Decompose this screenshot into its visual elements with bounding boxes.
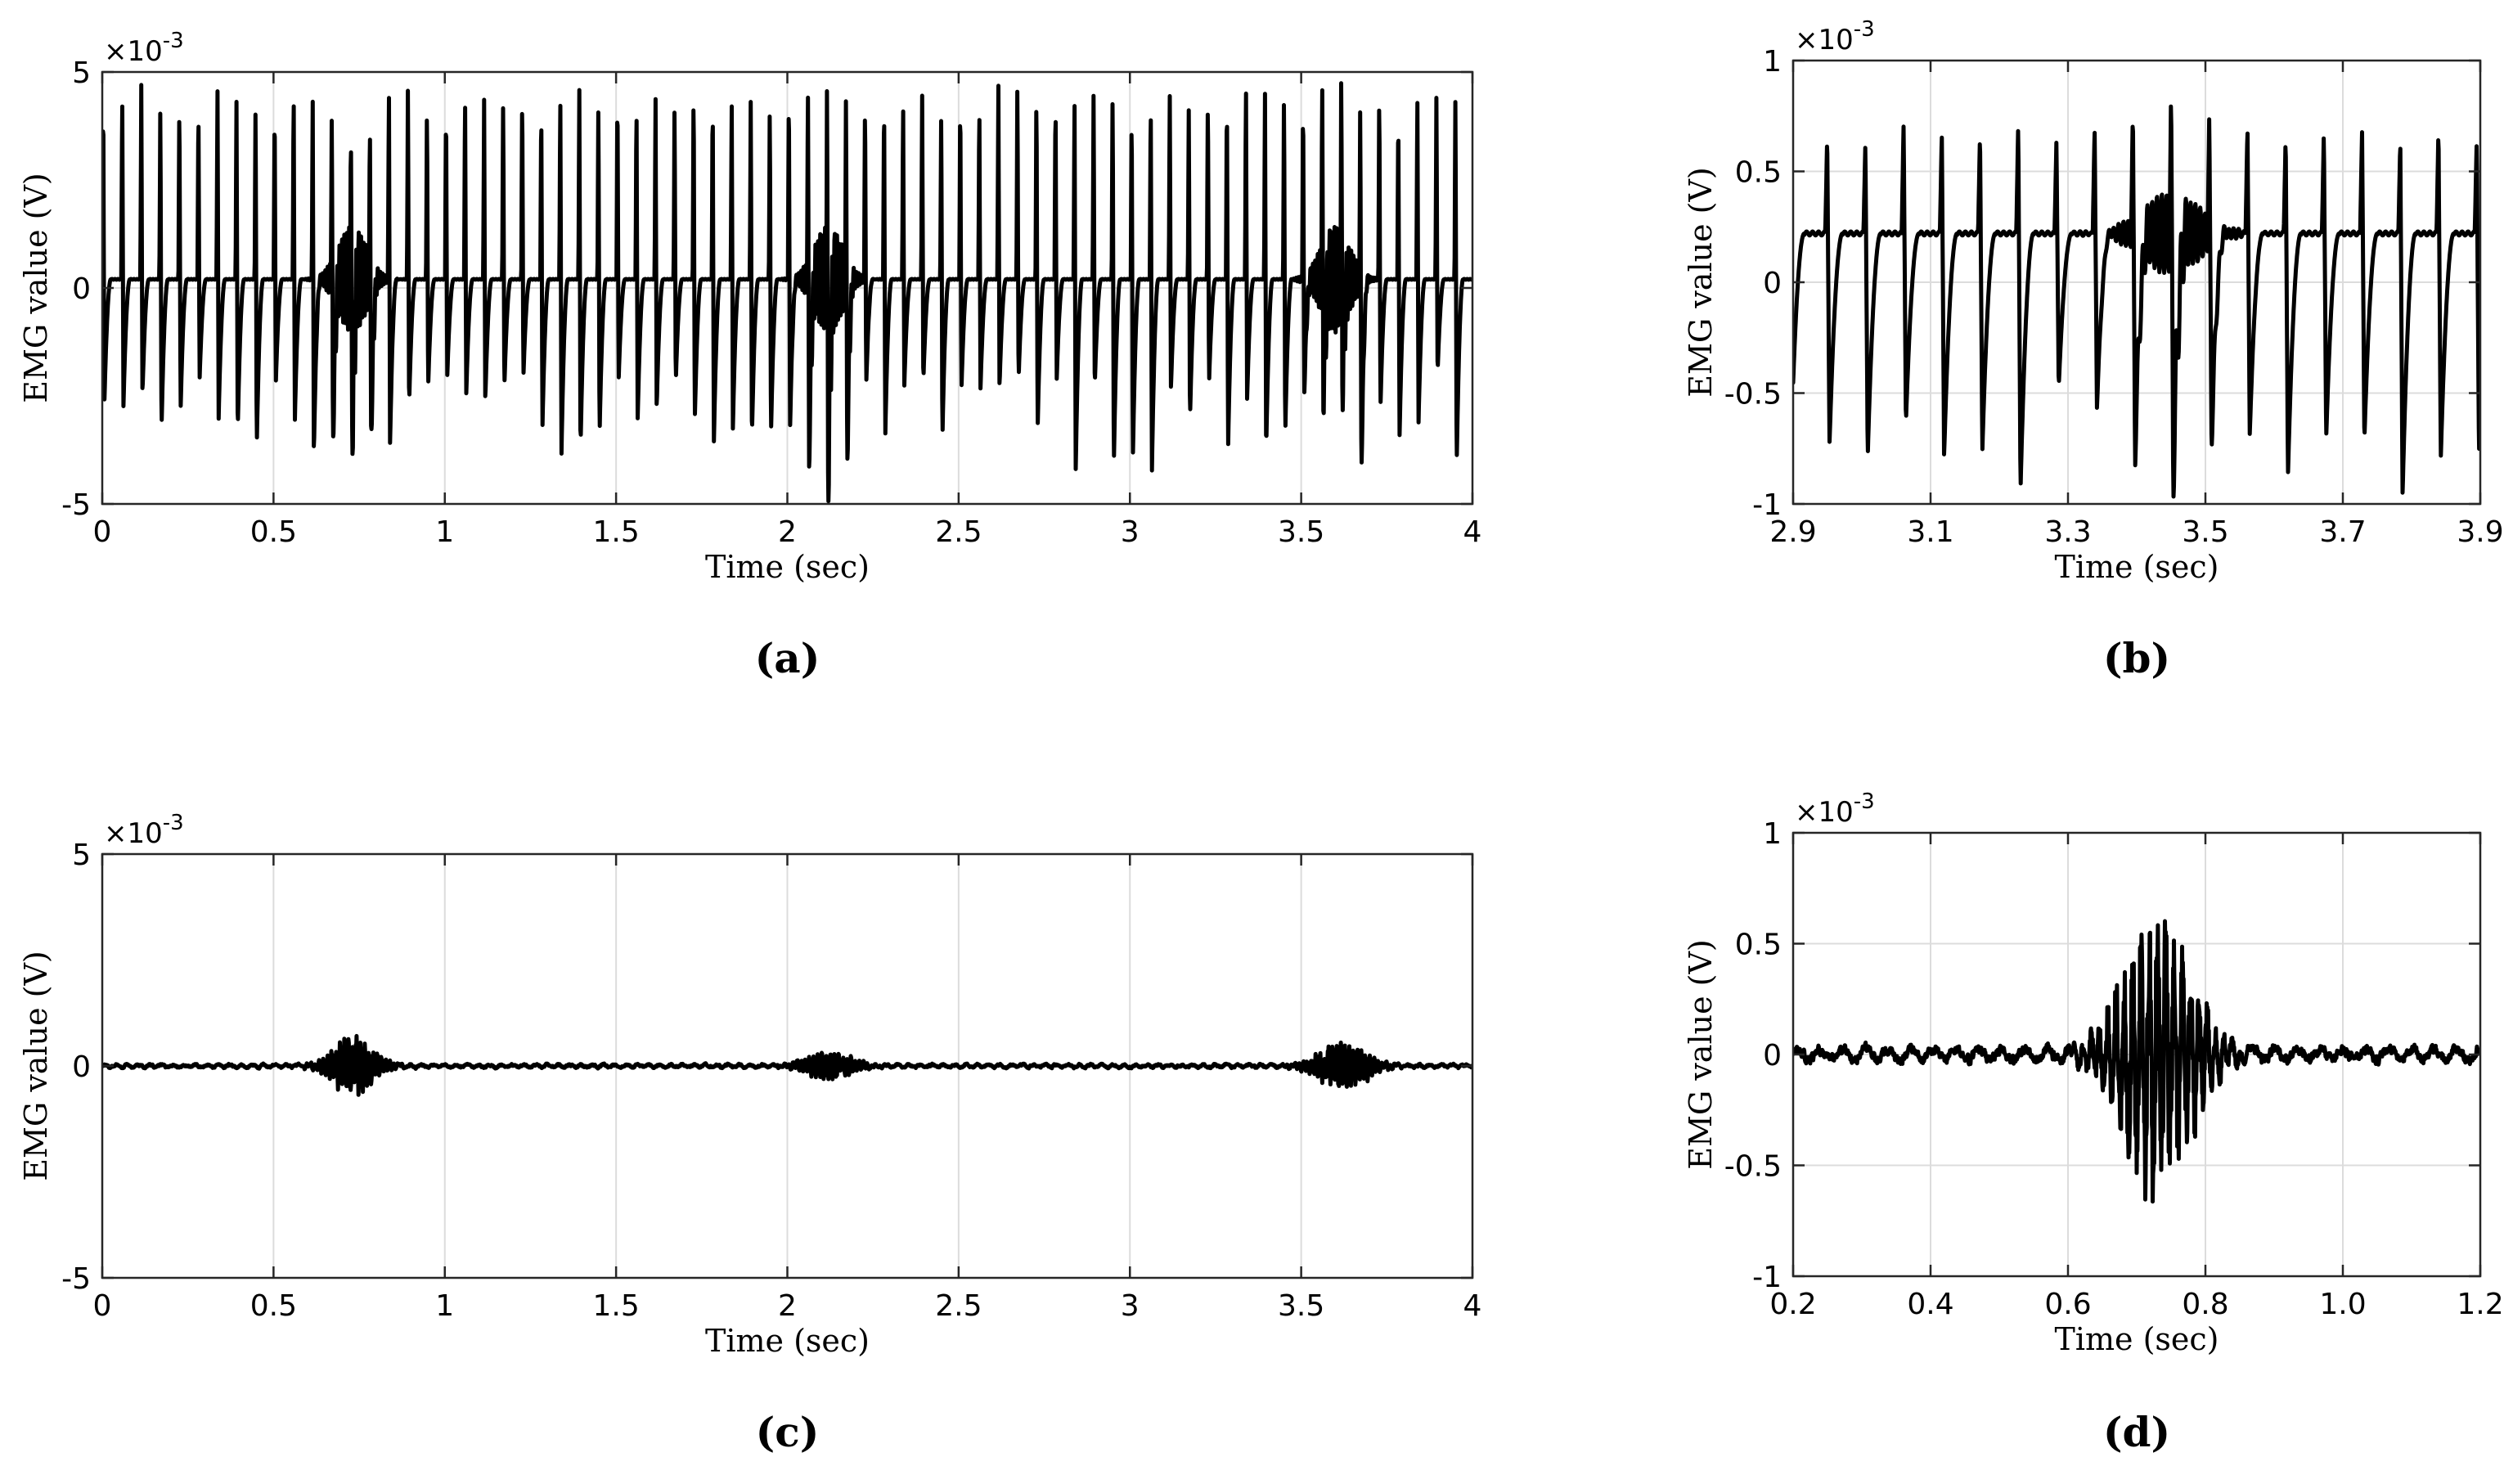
axis-multiplier-exponent: -3 xyxy=(1854,17,1875,42)
x-tick-label: 4 xyxy=(1463,515,1482,549)
x-tick-label: 1.0 xyxy=(2319,1288,2366,1321)
x-tick-label: 0 xyxy=(93,515,112,549)
axis-multiplier: ×10-3 xyxy=(104,811,184,850)
x-tick-label: 2 xyxy=(778,515,797,549)
x-axis-label: Time (sec) xyxy=(705,1323,870,1359)
x-tick-label: 3 xyxy=(1121,1289,1140,1323)
x-tick-label: 3.5 xyxy=(1278,1289,1324,1323)
y-tick-label: -5 xyxy=(61,1262,91,1296)
axis-multiplier-base: ×10 xyxy=(104,35,163,68)
axis-multiplier-exponent: -3 xyxy=(163,811,184,835)
x-tick-label: 3.3 xyxy=(2044,515,2091,549)
y-tick-label: 5 xyxy=(72,839,91,872)
axis-multiplier-base: ×10 xyxy=(1795,24,1854,56)
x-tick-label: 0.4 xyxy=(1907,1288,1953,1321)
x-tick-label: 1 xyxy=(435,515,454,549)
x-tick-label: 1.5 xyxy=(592,515,639,549)
x-tick-label: 1 xyxy=(435,1289,454,1323)
axis-multiplier: ×10-3 xyxy=(1795,17,1875,56)
x-tick-label: 0.6 xyxy=(2044,1288,2091,1321)
x-tick-label: 3 xyxy=(1121,515,1140,549)
x-tick-label: 3.1 xyxy=(1907,515,1953,549)
chart-panel-b: 2.9 3.1 3.3 3.5 3.7 3.9 -1 -0.5 0 0.5 1 ×10-3 Time (… xyxy=(1683,17,2504,682)
y-axis-label: EMG value (V) xyxy=(1683,167,1719,398)
y-tick-label: -1 xyxy=(1752,1261,1782,1294)
x-tick-label: 3.7 xyxy=(2319,515,2366,549)
axis-multiplier-base: ×10 xyxy=(1795,796,1854,829)
x-tick-label: 2 xyxy=(778,1289,797,1323)
y-tick-label: 0 xyxy=(1763,267,1782,300)
x-tick-label: 1.5 xyxy=(592,1289,639,1323)
x-tick-label: 0.5 xyxy=(250,515,297,549)
x-tick-label: 2.5 xyxy=(935,515,982,549)
y-tick-label: 1 xyxy=(1763,45,1782,79)
series-line-a-0 xyxy=(102,81,1472,504)
panel-label-b: (b) xyxy=(2103,634,2170,682)
x-axis-label: Time (sec) xyxy=(705,549,870,585)
x-tick-label: 2.9 xyxy=(1769,515,1816,549)
x-tick-label: 3.5 xyxy=(2182,515,2228,549)
y-axis-label: EMG value (V) xyxy=(18,173,54,403)
x-tick-label: 4 xyxy=(1463,1289,1482,1323)
axis-multiplier-base: ×10 xyxy=(104,817,163,850)
panel-label-c: (c) xyxy=(756,1408,820,1456)
y-axis-label: EMG value (V) xyxy=(1683,939,1719,1170)
x-axis-label: Time (sec) xyxy=(2054,549,2219,585)
series-line-b-0 xyxy=(1793,104,2480,499)
x-tick-label: 3.9 xyxy=(2457,515,2503,549)
x-tick-label: 1.2 xyxy=(2457,1288,2503,1321)
x-tick-label: 2.5 xyxy=(935,1289,982,1323)
axis-multiplier-exponent: -3 xyxy=(1854,789,1875,814)
y-axis-label: EMG value (V) xyxy=(18,951,54,1181)
series-line-d-0 xyxy=(1793,919,2480,1204)
x-tick-label: 3.5 xyxy=(1278,515,1324,549)
y-tick-label: -0.5 xyxy=(1724,1150,1782,1184)
y-tick-label: 0 xyxy=(72,272,91,306)
x-tick-label: 0.5 xyxy=(250,1289,297,1323)
panel-label-d: (d) xyxy=(2103,1408,2170,1456)
axis-multiplier: ×10-3 xyxy=(104,29,184,68)
y-tick-label: -1 xyxy=(1752,488,1782,522)
y-tick-label: -0.5 xyxy=(1724,378,1782,411)
axis-multiplier: ×10-3 xyxy=(1795,789,1875,829)
y-tick-label: -5 xyxy=(61,488,91,522)
x-tick-label: 0.2 xyxy=(1769,1288,1816,1321)
y-tick-label: 0.5 xyxy=(1735,929,1782,962)
y-tick-label: 0 xyxy=(1763,1039,1782,1073)
x-axis-label: Time (sec) xyxy=(2054,1321,2219,1357)
x-tick-label: 0.8 xyxy=(2182,1288,2228,1321)
series-line-c-0 xyxy=(102,1033,1472,1097)
y-tick-label: 5 xyxy=(72,56,91,90)
y-tick-label: 0.5 xyxy=(1735,156,1782,190)
axis-multiplier-exponent: -3 xyxy=(163,29,184,53)
y-tick-label: 1 xyxy=(1763,817,1782,851)
panel-label-a: (a) xyxy=(755,634,820,682)
x-tick-label: 0 xyxy=(93,1289,112,1323)
chart-panel-d: 0.2 0.4 0.6 0.8 1.0 1.2 -1 -0.5 0 0.5 1 ×10-3 Time (… xyxy=(1683,789,2504,1456)
y-tick-label: 0 xyxy=(72,1050,91,1084)
